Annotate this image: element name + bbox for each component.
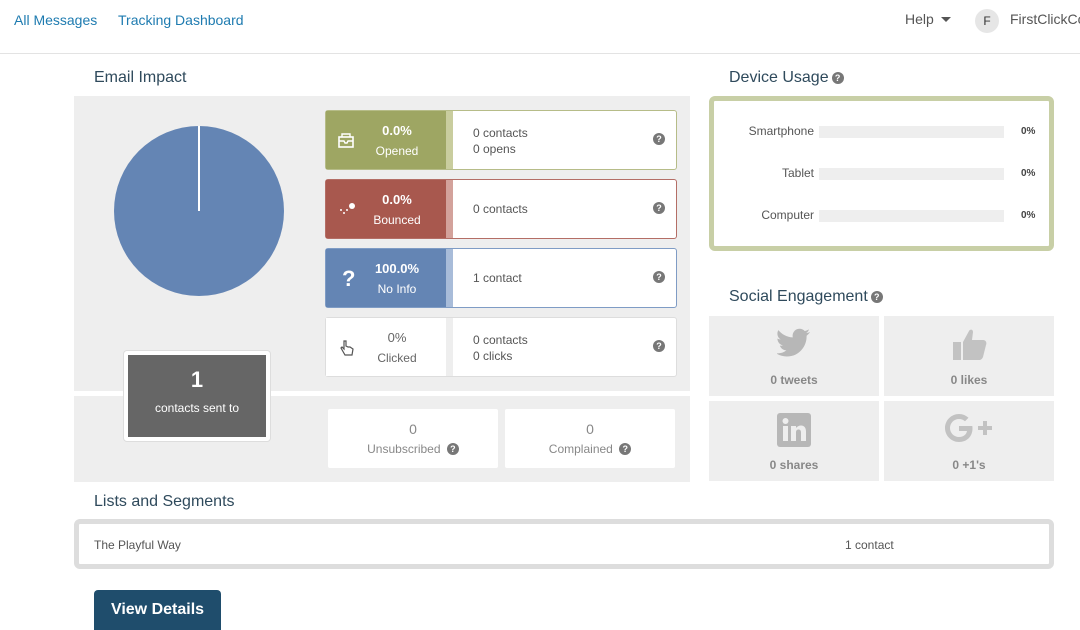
bounced-stat[interactable]: 0.0% Bounced 0 contacts ? bbox=[325, 179, 677, 239]
clicked-stat-badge: 0% Clicked bbox=[326, 318, 446, 376]
social-engagement-title: Social Engagement? bbox=[729, 288, 883, 306]
bounce-icon bbox=[338, 201, 356, 222]
device-row-tablet: Tablet 0% bbox=[714, 166, 1049, 182]
opened-label: Opened bbox=[375, 144, 419, 158]
tweets-count: 0 tweets bbox=[770, 373, 818, 387]
device-bar bbox=[819, 126, 1004, 138]
unsubscribed-label: Unsubscribed bbox=[367, 442, 441, 456]
complained-box: 0 Complained ? bbox=[505, 409, 675, 468]
linkedin-icon bbox=[777, 413, 811, 447]
bounced-stat-badge: 0.0% Bounced bbox=[326, 180, 446, 238]
clicked-info: 0 contacts 0 clicks bbox=[473, 332, 528, 364]
email-impact-pie-chart bbox=[114, 126, 284, 296]
thumbs-up-icon bbox=[953, 329, 987, 360]
contacts-sent-count: 1 bbox=[190, 367, 204, 392]
clicked-strip bbox=[446, 318, 453, 376]
no-info-stat[interactable]: ? 100.0% No Info 1 contact ? bbox=[325, 248, 677, 308]
twitter-icon bbox=[777, 328, 810, 357]
device-name: Tablet bbox=[781, 166, 814, 180]
device-value: 0% bbox=[1021, 168, 1036, 179]
device-usage-panel: Smartphone 0% Tablet 0% Computer 0% bbox=[709, 96, 1054, 251]
no-info-contacts: 1 contact bbox=[473, 271, 522, 285]
help-icon[interactable]: ? bbox=[870, 291, 883, 303]
help-icon[interactable]: ? bbox=[653, 202, 665, 214]
all-messages-link[interactable]: All Messages bbox=[14, 12, 98, 28]
social-engagement-title-text: Social Engagement bbox=[729, 288, 868, 305]
avatar[interactable]: F bbox=[975, 9, 999, 33]
no-info-label: No Info bbox=[377, 282, 417, 296]
clicked-label: Clicked bbox=[377, 351, 417, 365]
opened-strip bbox=[446, 111, 453, 169]
opened-info: 0 contacts 0 opens bbox=[473, 125, 528, 157]
opened-stat[interactable]: 0.0% Opened 0 contacts 0 opens ? bbox=[325, 110, 677, 170]
user-name[interactable]: FirstClickCo bbox=[1010, 11, 1080, 27]
bounced-info: 0 contacts bbox=[473, 201, 528, 217]
device-usage-title-text: Device Usage bbox=[729, 69, 829, 86]
help-icon[interactable]: ? bbox=[446, 443, 459, 455]
linkedin-tile: 0 shares bbox=[709, 401, 879, 481]
envelope-open-icon bbox=[338, 132, 354, 153]
clicked-percent: 0% bbox=[387, 330, 407, 345]
no-info-info: 1 contact bbox=[473, 270, 522, 286]
help-icon[interactable]: ? bbox=[831, 72, 844, 84]
contacts-sent-label: contacts sent to bbox=[154, 401, 240, 415]
help-icon[interactable]: ? bbox=[653, 271, 665, 283]
help-menu[interactable]: Help bbox=[905, 11, 934, 27]
facebook-like-tile: 0 likes bbox=[884, 316, 1054, 396]
question-mark-icon: ? bbox=[342, 266, 356, 291]
chevron-down-icon[interactable] bbox=[941, 17, 951, 22]
bounced-percent: 0.0% bbox=[382, 192, 412, 207]
unsubscribed-value: 0 bbox=[409, 421, 417, 437]
help-icon[interactable]: ? bbox=[619, 443, 632, 455]
device-usage-title: Device Usage? bbox=[729, 69, 844, 87]
device-row-smartphone: Smartphone 0% bbox=[714, 124, 1049, 140]
no-info-percent: 100.0% bbox=[374, 261, 420, 276]
device-bar bbox=[819, 168, 1004, 180]
no-info-stat-badge: ? 100.0% No Info bbox=[326, 249, 446, 307]
unsubscribed-box: 0 Unsubscribed ? bbox=[328, 409, 498, 468]
view-details-button[interactable]: View Details bbox=[94, 590, 221, 630]
lists-segments-title: Lists and Segments bbox=[94, 493, 235, 510]
clicked-stat[interactable]: 0% Clicked 0 contacts 0 clicks ? bbox=[325, 317, 677, 377]
tracking-dashboard-link[interactable]: Tracking Dashboard bbox=[118, 12, 244, 28]
device-row-computer: Computer 0% bbox=[714, 208, 1049, 224]
help-icon[interactable]: ? bbox=[653, 340, 665, 352]
likes-count: 0 likes bbox=[950, 373, 988, 387]
clicked-clicks: 0 clicks bbox=[473, 349, 513, 363]
twitter-tile: 0 tweets bbox=[709, 316, 879, 396]
opened-opens: 0 opens bbox=[473, 142, 516, 156]
plus-ones-count: 0 +1's bbox=[952, 458, 986, 472]
top-bar: All Messages Tracking Dashboard Help F F… bbox=[0, 0, 1080, 54]
contacts-sent-box: 1 contacts sent to bbox=[124, 351, 270, 441]
shares-count: 0 shares bbox=[769, 458, 819, 472]
device-value: 0% bbox=[1021, 126, 1036, 137]
clicked-contacts: 0 contacts bbox=[473, 333, 528, 347]
opened-stat-badge: 0.0% Opened bbox=[326, 111, 446, 169]
hand-pointer-icon bbox=[338, 339, 356, 362]
device-name: Smartphone bbox=[748, 124, 814, 138]
lists-table: The Playful Way 1 contact bbox=[74, 519, 1054, 569]
google-plus-tile: 0 +1's bbox=[884, 401, 1054, 481]
device-value: 0% bbox=[1021, 210, 1036, 221]
help-icon[interactable]: ? bbox=[653, 133, 665, 145]
device-bar bbox=[819, 210, 1004, 222]
no-info-strip bbox=[446, 249, 453, 307]
bounced-strip bbox=[446, 180, 453, 238]
complained-label: Complained bbox=[548, 442, 613, 456]
device-name: Computer bbox=[761, 208, 814, 222]
complained-value: 0 bbox=[586, 421, 594, 437]
email-impact-title: Email Impact bbox=[94, 69, 187, 86]
bounced-label: Bounced bbox=[373, 213, 421, 227]
opened-percent: 0.0% bbox=[382, 123, 412, 138]
list-item-name[interactable]: The Playful Way bbox=[94, 538, 181, 552]
google-plus-icon bbox=[945, 414, 992, 442]
list-item-count: 1 contact bbox=[845, 538, 894, 552]
opened-contacts: 0 contacts bbox=[473, 126, 528, 140]
bounced-contacts: 0 contacts bbox=[473, 202, 528, 216]
